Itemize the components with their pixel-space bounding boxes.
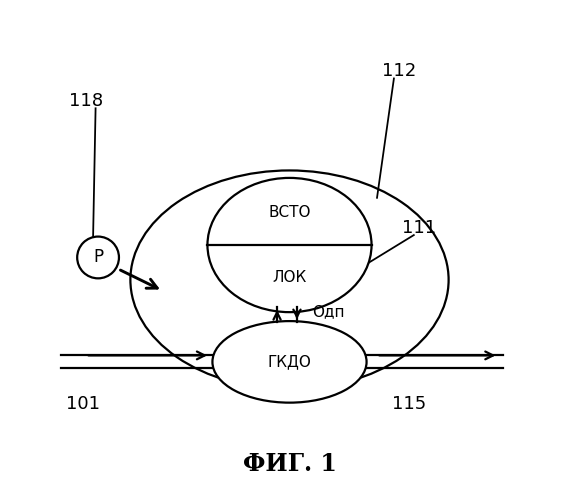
Circle shape — [77, 236, 119, 279]
Text: 112: 112 — [382, 62, 416, 80]
Text: 111: 111 — [402, 218, 436, 236]
Text: ГКДО: ГКДО — [267, 354, 312, 370]
Ellipse shape — [207, 178, 372, 312]
Text: ФИГ. 1: ФИГ. 1 — [243, 452, 336, 476]
Text: Одп: Одп — [312, 304, 345, 320]
Text: 115: 115 — [392, 395, 426, 413]
Ellipse shape — [130, 170, 449, 389]
Text: 101: 101 — [66, 395, 100, 413]
Text: P: P — [93, 248, 103, 266]
Ellipse shape — [212, 321, 367, 402]
Text: 118: 118 — [68, 92, 102, 110]
Text: ЛОК: ЛОК — [272, 270, 307, 284]
Text: ВСТО: ВСТО — [268, 206, 311, 220]
